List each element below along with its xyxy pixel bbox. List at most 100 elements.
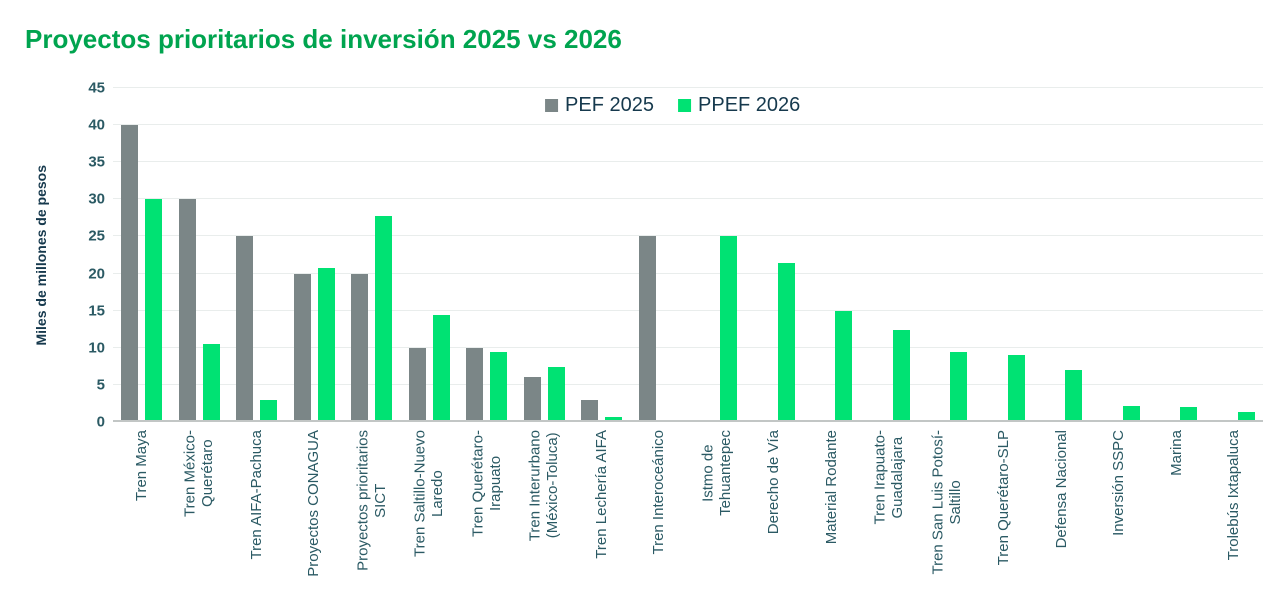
x-category-label: Marina: [1167, 430, 1185, 476]
bar-ppef-2026: [547, 367, 565, 422]
x-label-cell-3: Tren AIFA-Pachuca: [228, 430, 286, 612]
bar-pef-2025: [351, 273, 369, 422]
legend-label-ppef-2026: PPEF 2026: [698, 94, 801, 116]
y-axis-ticks: 0 5 10 15 20 25 30 35 40 45: [58, 80, 105, 431]
bar-group-14: [861, 88, 919, 422]
bar-group-18: [1091, 88, 1149, 422]
legend-label-pef-2025: PEF 2025: [565, 94, 655, 116]
bar-group-15: [918, 88, 976, 422]
bar-ppef-2026: [260, 399, 278, 422]
x-label-cell-19: Marina: [1148, 430, 1206, 612]
bar-ppef-2026: [317, 267, 335, 422]
bar-ppef-2026: [1122, 405, 1140, 422]
gridline-25: [113, 235, 1263, 237]
gridline-10: [113, 346, 1263, 348]
bar-pef-2025: [236, 236, 254, 422]
legend-item-ppef-2026: PPEF 2026: [678, 94, 800, 117]
bar-pef-2025: [121, 125, 139, 422]
bar-ppef-2026: [1237, 412, 1255, 422]
gridline-30: [113, 198, 1263, 200]
x-label-cell-4: Proyectos CONAGUA: [286, 430, 344, 612]
bar-group-9: [573, 88, 631, 422]
x-label-cell-17: Defensa Nacional: [1033, 430, 1091, 612]
y-tick-label-40: 40: [88, 116, 105, 134]
bar-pef-2025: [466, 347, 484, 422]
bar-pef-2025: [408, 347, 426, 422]
x-category-label: Proyectos CONAGUA: [305, 430, 323, 577]
bar-pef-2025: [178, 199, 196, 422]
legend-swatch-ppef-2026: [678, 99, 692, 112]
y-axis-title-wrap: Miles de millones de pesos: [30, 88, 52, 422]
x-label-cell-9: Tren Lechería AIFA: [573, 430, 631, 612]
y-tick-label-5: 5: [96, 376, 105, 394]
bar-group-3: [228, 88, 286, 422]
y-tick-label-0: 0: [96, 413, 105, 431]
y-tick-label-30: 30: [88, 190, 105, 208]
x-category-label: Tren Interoceánico: [650, 430, 668, 555]
bar-ppef-2026: [605, 416, 623, 422]
gridline-20: [113, 272, 1263, 274]
x-category-label: Istmo de Tehuantepec: [699, 430, 734, 516]
gridline-35: [113, 161, 1263, 163]
y-tick-label-15: 15: [88, 302, 105, 320]
legend-item-pef-2025: PEF 2025: [545, 94, 654, 117]
bar-group-13: [803, 88, 861, 422]
bar-ppef-2026: [720, 236, 738, 422]
x-label-cell-6: Tren Saltillo-Nuevo Laredo: [401, 430, 459, 612]
gridline-40: [113, 124, 1263, 126]
bar-ppef-2026: [1065, 370, 1083, 422]
bars-row: [113, 88, 1263, 422]
x-category-label: Tren Querétaro- Irapuato: [469, 430, 504, 537]
y-tick-label-20: 20: [88, 265, 105, 283]
x-label-cell-12: Derecho de Vía: [746, 430, 804, 612]
bar-pef-2025: [523, 377, 541, 422]
x-category-label: Tren Saltillo-Nuevo Laredo: [411, 430, 447, 557]
bar-ppef-2026: [892, 329, 910, 422]
x-category-label: Tren Maya: [132, 430, 150, 502]
bar-ppef-2026: [835, 311, 853, 422]
x-category-label: Inversión SSPC: [1110, 430, 1128, 536]
bar-group-1: [113, 88, 171, 422]
gridline-5: [113, 383, 1263, 385]
bar-group-11: [688, 88, 746, 422]
x-label-cell-20: Trolebús Ixtapaluca: [1206, 430, 1264, 612]
x-label-cell-2: Tren México- Querétaro: [171, 430, 229, 612]
x-category-label: Tren AIFA-Pachuca: [247, 430, 265, 560]
x-category-label: Tren Interurbano (México-Toluca): [526, 430, 562, 542]
y-tick-label-25: 25: [88, 227, 105, 245]
bar-ppef-2026: [202, 344, 220, 422]
plot-area: PEF 2025 PPEF 2026: [113, 87, 1263, 422]
x-axis-line: [113, 420, 1263, 422]
x-label-cell-7: Tren Querétaro- Irapuato: [458, 430, 516, 612]
bar-ppef-2026: [1007, 355, 1025, 422]
x-category-label: Derecho de Vía: [765, 430, 783, 535]
x-axis-labels: Tren Maya Tren México- Querétaro Tren AIFA…: [113, 430, 1263, 612]
x-label-cell-8: Tren Interurbano (México-Toluca): [516, 430, 574, 612]
bar-pef-2025: [581, 399, 599, 422]
bar-group-6: [401, 88, 459, 422]
x-category-label: Tren Lechería AIFA: [592, 430, 610, 559]
chart-title: Proyectos prioritarios de inversión 2025…: [25, 24, 622, 54]
bar-ppef-2026: [145, 199, 163, 422]
bar-group-2: [171, 88, 229, 422]
x-label-cell-16: Tren Querétaro-SLP: [976, 430, 1034, 612]
bar-group-7: [458, 88, 516, 422]
x-label-cell-5: Proyectos prioritarios SICT: [343, 430, 401, 612]
bar-group-4: [286, 88, 344, 422]
x-category-label: Defensa Nacional: [1052, 430, 1070, 549]
bar-group-20: [1206, 88, 1264, 422]
x-label-cell-1: Tren Maya: [113, 430, 171, 612]
y-tick-label-45: 45: [88, 79, 105, 97]
bar-group-8: [516, 88, 574, 422]
y-tick-label-35: 35: [88, 153, 105, 171]
x-label-cell-11: Istmo de Tehuantepec: [688, 430, 746, 612]
gridline-15: [113, 309, 1263, 311]
x-label-cell-10: Tren Interoceánico: [631, 430, 689, 612]
bar-group-12: [746, 88, 804, 422]
bar-group-16: [976, 88, 1034, 422]
x-category-label: Tren Irapuato- Guadalajara: [871, 430, 907, 525]
x-label-cell-14: Tren Irapuato- Guadalajara: [861, 430, 919, 612]
x-label-cell-15: Tren San Luis Potosí- Saltillo: [918, 430, 976, 612]
bar-pef-2025: [638, 236, 656, 422]
